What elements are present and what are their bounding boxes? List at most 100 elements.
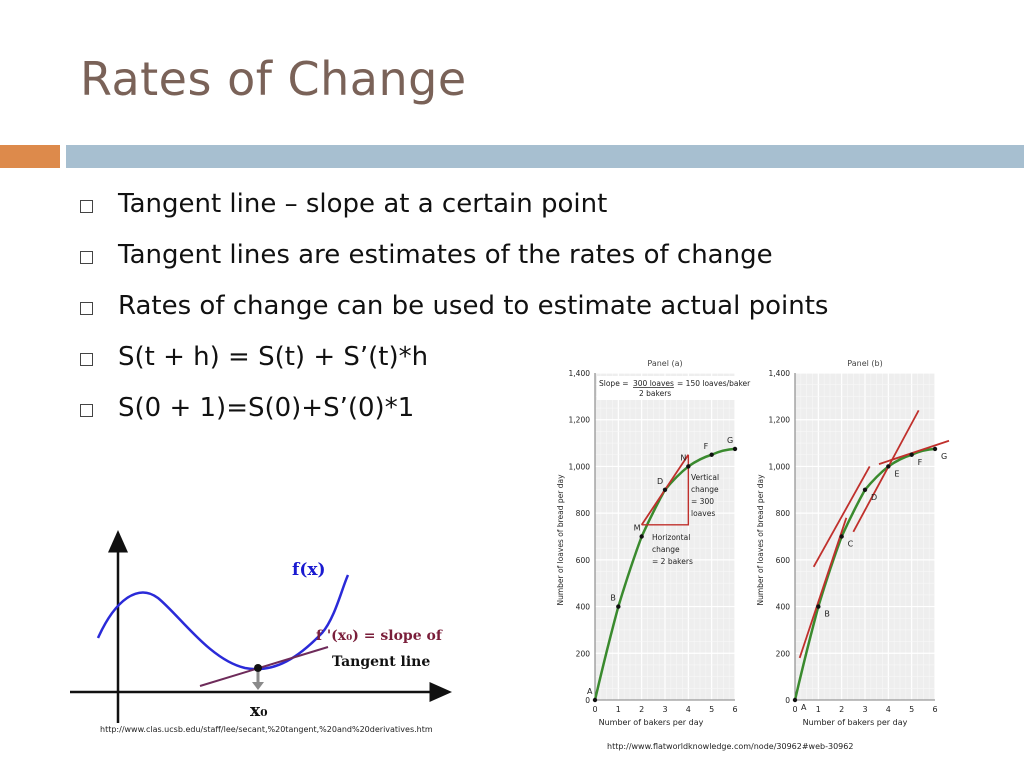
- horizontal-change-1: Horizontal: [652, 533, 690, 542]
- function-label: f(x): [292, 560, 326, 580]
- panel-a-grid: [594, 372, 736, 701]
- panel-a-x-tick-label: 0: [592, 705, 597, 714]
- panel-a-x-axis-title: Number of bakers per day: [599, 718, 704, 727]
- panel-b-tangent-line: [878, 439, 950, 465]
- panel-b-y-tick-label: 1,400: [769, 369, 791, 378]
- panel-a-point-label: B: [610, 594, 616, 603]
- bread-production-figure: 0 1 2 3 4 5 602004006008001,0001,2001,400ABMDN…: [556, 359, 950, 727]
- bullet-box-icon: [80, 353, 93, 366]
- slope-label-line1: f '(x₀) = slope of: [316, 628, 443, 644]
- panel-a-point-label: F: [704, 442, 709, 451]
- panel-b-marks: 0 1 2 3 4 5 6 0 200 400 600 800 1,000 1,200 1,400 A B C D E…: [769, 369, 950, 714]
- bullet-text: S(0 + 1)=S(0)+S’(0)*1: [118, 393, 415, 423]
- bullet-box-icon: [80, 200, 93, 213]
- panel-b-y-tick-label: 0: [785, 696, 790, 705]
- panel-a-y-tick-label: 800: [576, 509, 591, 518]
- panel-a-x-tick-label: 3: [662, 705, 667, 714]
- panel-a-point-label: M: [634, 524, 641, 533]
- panel-a-rise-run-triangle: [641, 454, 690, 526]
- panel-b-x-tick-label: 0: [792, 705, 797, 714]
- slope-denominator: 2 bakers: [639, 389, 671, 398]
- bullet-item: Tangent line – slope at a certain point: [80, 188, 960, 221]
- panel-a-point-label: G: [727, 436, 733, 445]
- panel-b-data-point: [932, 446, 938, 452]
- horizontal-change-3: = 2 bakers: [652, 557, 693, 566]
- panel-a-data-point: [616, 604, 621, 609]
- panel-a-x-tick-label: 4: [686, 705, 691, 714]
- source-url-right: http://www.flatworldknowledge.com/node/3…: [607, 742, 854, 751]
- panel-a-title: Panel (a): [647, 359, 682, 368]
- panel-a-x-tick-label: 5: [709, 705, 714, 714]
- source-url-left: http://www.clas.ucsb.edu/staff/lee/secan…: [100, 725, 433, 734]
- panel-b-x-tick-label: 4: [886, 705, 891, 714]
- bullet-box-icon: [80, 404, 93, 417]
- panel-b-y-axis-title: Number of loaves of bread per day: [756, 474, 765, 606]
- panel-a-marks: 0 1 2 3 4 5 6 0 200 400 600 800 1,000 1,200 1,400 A B M D N…: [569, 369, 738, 714]
- panel-a-x-tick-label: 6: [732, 705, 737, 714]
- panel-b-data-point: [792, 697, 798, 703]
- panel-a-y-tick-label: 400: [576, 603, 591, 612]
- vertical-change-4: loaves: [691, 509, 715, 518]
- slide-title: Rates of Change: [80, 52, 467, 106]
- panel-a-y-tick-label: 200: [576, 649, 591, 658]
- slope-text-prefix: Slope =: [599, 379, 628, 388]
- panel-a-data-point: [639, 534, 644, 539]
- slope-label-line2: Tangent line: [332, 654, 430, 670]
- panel-b-x-tick-label: 1: [816, 705, 821, 714]
- panel-b-y-tick-label: 1,200: [769, 416, 791, 425]
- panel-a-data-point: [686, 464, 691, 469]
- panel-b-x-tick-label: 5: [909, 705, 914, 714]
- panel-b-tangent-line: [798, 517, 848, 659]
- panel-b-point-label: D: [871, 493, 877, 502]
- bullet-box-icon: [80, 251, 93, 264]
- panel-b-y-tick-label: 400: [776, 603, 791, 612]
- panel-b-point-label: G: [941, 452, 947, 461]
- bullet-text: Rates of change can be used to estimate …: [118, 291, 829, 321]
- panel-b-point-label: F: [918, 458, 923, 467]
- panel-b-x-tick-label: 6: [932, 705, 937, 714]
- bullet-item: Tangent lines are estimates of the rates…: [80, 239, 960, 272]
- panel-a-point-label: N: [680, 453, 686, 462]
- vertical-change-2: change: [691, 485, 719, 494]
- panel-a-point-label: D: [657, 477, 663, 486]
- bullet-item: S(t + h) = S(t) + S’(t)*h: [80, 341, 960, 374]
- bullet-item: Rates of change can be used to estimate …: [80, 290, 918, 323]
- slope-text-suffix: = 150 loaves/baker: [677, 379, 751, 388]
- panel-b-y-tick-label: 600: [776, 556, 791, 565]
- bullet-list: Tangent line – slope at a certain point …: [80, 188, 960, 443]
- panel-a-x-tick-label: 1: [616, 705, 621, 714]
- panel-b-tangent-line: [852, 409, 920, 533]
- vertical-change-1: Vertical: [691, 473, 719, 482]
- panel-b-grid: [794, 372, 936, 701]
- panel-b-tangent-line: [812, 465, 871, 568]
- panel-a-y-tick-label: 0: [585, 696, 590, 705]
- bullet-text: S(t + h) = S(t) + S’(t)*h: [118, 342, 429, 372]
- panel-a-y-axis-title: Number of loaves of bread per day: [556, 474, 565, 606]
- panel-b-y-tick-label: 800: [776, 509, 791, 518]
- horizontal-change-2: change: [652, 545, 680, 554]
- x0-label: x₀: [250, 701, 268, 721]
- panel-b-data-point: [839, 534, 844, 539]
- accent-bar-blue: [66, 145, 1024, 168]
- bullet-text: Tangent line – slope at a certain point: [118, 189, 608, 219]
- panel-a-data-point: [709, 452, 714, 457]
- panel-a-x-tick-label: 2: [639, 705, 644, 714]
- slope-numerator: 300 loaves: [633, 379, 674, 388]
- panel-b-y-tick-label: 1,000: [769, 462, 791, 471]
- panel-b-point-label: C: [848, 540, 854, 549]
- panel-b-x-tick-label: 2: [839, 705, 844, 714]
- panel-b-data-point: [886, 464, 891, 469]
- panel-a-y-tick-label: 1,000: [569, 462, 591, 471]
- accent-bar-orange: [0, 145, 60, 168]
- vertical-change-3: = 300: [691, 497, 714, 506]
- panel-b-data-point: [909, 452, 914, 457]
- panel-a-point-label: A: [587, 687, 593, 696]
- panel-a-y-tick-label: 1,400: [569, 369, 591, 378]
- bullet-box-icon: [80, 302, 93, 315]
- panel-a-data-point: [662, 487, 668, 492]
- panel-b-point-label: B: [824, 610, 830, 619]
- panel-a-data-point: [732, 446, 738, 452]
- panel-b-data-point: [816, 604, 821, 609]
- panel-b-title: Panel (b): [847, 359, 882, 368]
- function-curve: [96, 574, 350, 671]
